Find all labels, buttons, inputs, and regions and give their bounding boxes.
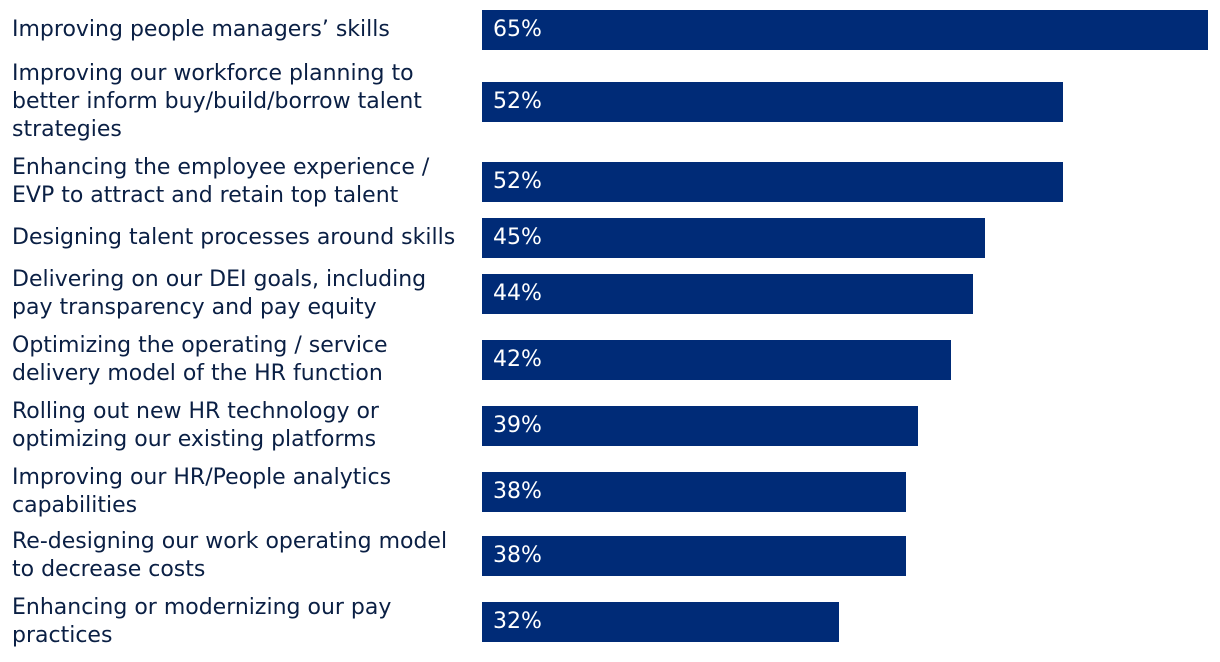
category-label: Re-designing our work operating model to… <box>12 529 448 582</box>
value-label: 42% <box>493 347 542 372</box>
bar <box>482 406 918 446</box>
category-label: Improving our HR/People analytics capabi… <box>12 465 392 518</box>
bar <box>482 602 839 642</box>
bar <box>482 536 906 576</box>
value-label: 38% <box>493 479 542 504</box>
bar <box>482 472 906 512</box>
value-label: 65% <box>493 17 542 42</box>
bar <box>482 340 951 380</box>
category-label: Improving our workforce planning to bett… <box>12 61 422 142</box>
category-label: Enhancing or modernizing our pay practic… <box>12 595 392 648</box>
bar <box>482 162 1063 202</box>
value-label: 52% <box>493 89 542 114</box>
value-label: 32% <box>493 609 542 634</box>
bar <box>482 10 1208 50</box>
category-label: Enhancing the employee experience / EVP … <box>12 155 430 208</box>
bar <box>482 218 985 258</box>
category-label: Optimizing the operating / service deliv… <box>12 333 388 386</box>
category-label: Delivering on our DEI goals, including p… <box>12 267 427 320</box>
value-label: 45% <box>493 225 542 250</box>
bar <box>482 82 1063 122</box>
value-label: 38% <box>493 543 542 568</box>
value-label: 39% <box>493 413 542 438</box>
category-label: Rolling out new HR technology or optimiz… <box>12 399 379 452</box>
bar <box>482 274 973 314</box>
category-label: Improving people managers’ skills <box>12 17 390 42</box>
category-label: Designing talent processes around skills <box>12 225 456 250</box>
value-label: 44% <box>493 281 542 306</box>
value-label: 52% <box>493 169 542 194</box>
